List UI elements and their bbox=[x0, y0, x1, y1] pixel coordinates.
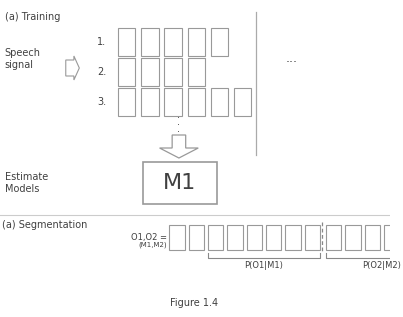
Text: (a) Segmentation: (a) Segmentation bbox=[2, 220, 87, 230]
Text: M1: M1 bbox=[163, 173, 197, 193]
Text: Figure 1.4: Figure 1.4 bbox=[170, 298, 218, 308]
Text: P(O2|M2): P(O2|M2) bbox=[363, 261, 401, 270]
Text: 3.: 3. bbox=[97, 97, 106, 107]
Bar bbox=[141, 58, 159, 86]
Bar bbox=[285, 225, 301, 250]
Bar bbox=[141, 28, 159, 56]
Bar bbox=[234, 88, 251, 116]
Bar bbox=[143, 162, 217, 204]
Bar bbox=[118, 88, 135, 116]
Bar bbox=[118, 58, 135, 86]
Text: .: . bbox=[177, 124, 181, 134]
Bar bbox=[188, 58, 205, 86]
Text: (M1,M2): (M1,M2) bbox=[139, 242, 167, 249]
Bar bbox=[266, 225, 281, 250]
Bar bbox=[365, 225, 380, 250]
Bar bbox=[189, 225, 204, 250]
Bar bbox=[141, 88, 159, 116]
Text: P(O1|M1): P(O1|M1) bbox=[245, 261, 283, 270]
Bar bbox=[305, 225, 320, 250]
Bar bbox=[345, 225, 361, 250]
Bar bbox=[118, 28, 135, 56]
Bar bbox=[227, 225, 243, 250]
Bar bbox=[164, 58, 182, 86]
Text: Speech
signal: Speech signal bbox=[5, 48, 41, 70]
Text: 2.: 2. bbox=[97, 67, 106, 77]
Bar bbox=[211, 28, 228, 56]
Text: ...: ... bbox=[285, 51, 297, 64]
Bar bbox=[208, 225, 223, 250]
Text: Estimate
Models: Estimate Models bbox=[5, 172, 48, 194]
Bar bbox=[188, 28, 205, 56]
Bar bbox=[247, 225, 262, 250]
Bar bbox=[164, 88, 182, 116]
Bar bbox=[164, 28, 182, 56]
Bar bbox=[169, 225, 185, 250]
Bar bbox=[326, 225, 341, 250]
Text: (a) Training: (a) Training bbox=[5, 12, 60, 22]
Bar bbox=[211, 88, 228, 116]
Text: .: . bbox=[177, 117, 181, 127]
Bar bbox=[384, 225, 399, 250]
Bar bbox=[188, 88, 205, 116]
Text: .: . bbox=[177, 110, 181, 120]
Text: 1.: 1. bbox=[97, 37, 106, 47]
Text: O1,O2 =: O1,O2 = bbox=[131, 233, 167, 242]
